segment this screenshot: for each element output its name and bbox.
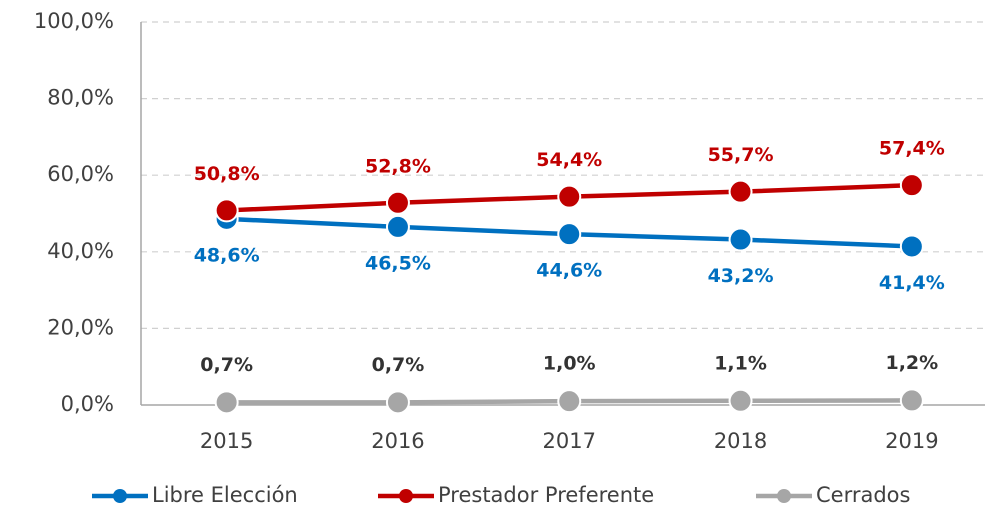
- legend-marker: [399, 489, 413, 503]
- legend-label: Libre Elección: [152, 483, 298, 507]
- x-tick-label: 2017: [543, 429, 596, 453]
- value-label: 55,7%: [708, 144, 774, 166]
- point: [899, 173, 924, 198]
- point: [899, 234, 924, 259]
- point: [728, 179, 753, 204]
- x-tick-label: 2019: [885, 429, 938, 453]
- y-tick-label: 100,0%: [34, 9, 114, 33]
- point: [557, 389, 582, 414]
- value-label: 0,7%: [372, 354, 425, 376]
- value-label: 1,2%: [885, 352, 938, 374]
- y-tick-label: 0,0%: [61, 392, 114, 416]
- point: [728, 227, 753, 252]
- point: [385, 214, 410, 239]
- point: [214, 390, 239, 415]
- value-label: 54,4%: [536, 149, 602, 171]
- legend-label: Cerrados: [816, 483, 910, 507]
- y-tick-label: 80,0%: [47, 86, 114, 110]
- value-label: 1,0%: [543, 353, 596, 375]
- value-label: 44,6%: [536, 260, 602, 282]
- value-label: 1,1%: [714, 352, 767, 374]
- point: [214, 198, 239, 223]
- legend-label: Prestador Preferente: [438, 483, 654, 507]
- legend-marker: [777, 489, 791, 503]
- point: [557, 222, 582, 247]
- point: [899, 388, 924, 413]
- x-tick-label: 2016: [371, 429, 424, 453]
- point: [728, 388, 753, 413]
- y-tick-label: 60,0%: [47, 162, 114, 186]
- value-label: 57,4%: [879, 138, 945, 160]
- value-label: 43,2%: [708, 265, 774, 287]
- value-label: 41,4%: [879, 272, 945, 294]
- point: [385, 390, 410, 415]
- legend-marker: [113, 489, 127, 503]
- value-label: 50,8%: [194, 163, 260, 185]
- point: [557, 184, 582, 209]
- point: [385, 190, 410, 215]
- value-label: 46,5%: [365, 252, 431, 274]
- value-label: 52,8%: [365, 155, 431, 177]
- value-label: 0,7%: [200, 354, 253, 376]
- x-tick-label: 2015: [200, 429, 253, 453]
- value-label: 48,6%: [194, 244, 260, 266]
- x-tick-label: 2018: [714, 429, 767, 453]
- y-tick-label: 40,0%: [47, 239, 114, 263]
- y-tick-label: 20,0%: [47, 315, 114, 339]
